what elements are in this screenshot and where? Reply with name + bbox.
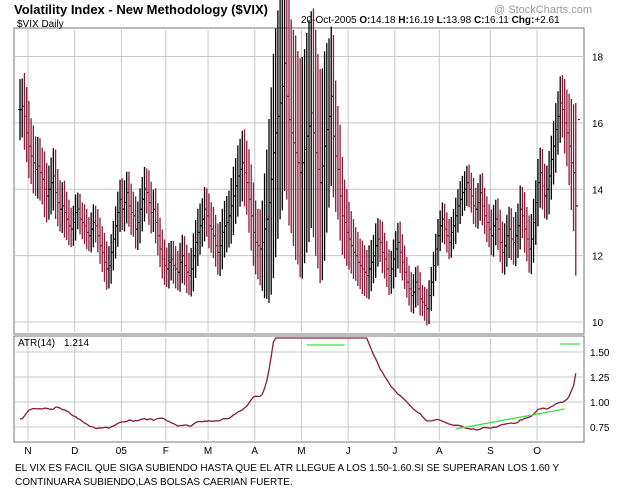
- price-bar: [576, 119, 580, 207]
- atr-line: [19, 337, 577, 431]
- month-tick-label: F: [163, 446, 169, 457]
- quote-date: 20-Oct-2005: [301, 15, 357, 26]
- atr-tick-label: 1.50: [590, 348, 610, 359]
- low-value: 13.98: [446, 15, 472, 26]
- atr-tick-label: 1.00: [590, 398, 610, 409]
- atr-tick-label: 0.75: [590, 423, 610, 434]
- month-tick-label: J: [346, 446, 351, 457]
- price-panel: [13, 27, 585, 335]
- watermark: @ StockCharts.com: [494, 4, 592, 16]
- quote-bar: 20-Oct-2005 O:14.18 H:16.19 L:13.98 C:16…: [301, 15, 560, 26]
- low-label: L:: [436, 15, 447, 26]
- change-label: Chg:: [511, 15, 535, 26]
- price-tick-label: 14: [592, 185, 604, 196]
- green-trendline: [455, 408, 565, 430]
- open-label: O:: [359, 15, 371, 26]
- atr-label: ATR(14): [18, 338, 55, 349]
- price-tick-label: 18: [592, 53, 604, 64]
- month-tick-label: J: [392, 446, 397, 457]
- high-label: H:: [398, 15, 409, 26]
- price-tick-label: 12: [592, 252, 604, 263]
- month-tick-label: D: [71, 446, 78, 457]
- atr-tick-label: 1.25: [590, 373, 610, 384]
- high-value: 16.19: [408, 15, 434, 26]
- month-tick-label: O: [533, 446, 541, 457]
- month-tick-label: A: [251, 446, 258, 457]
- month-tick-label: 05: [116, 446, 128, 457]
- atr-panel: [13, 335, 585, 443]
- open-value: 14.18: [370, 15, 396, 26]
- month-tick-label: A: [436, 446, 443, 457]
- caption-note: EL VIX ES FACIL QUE SIGA SUBIENDO HASTA …: [15, 463, 559, 488]
- atr-value: 1.214: [64, 338, 89, 349]
- price-panel-label: $VIX Daily: [17, 19, 64, 30]
- month-tick-label: N: [24, 446, 31, 457]
- price-tick-label: 16: [592, 119, 604, 130]
- month-tick-label: S: [487, 446, 494, 457]
- change-value: +2.61: [534, 15, 560, 26]
- month-tick-label: M: [297, 446, 305, 457]
- close-value: 16.11: [484, 15, 509, 26]
- close-label: C:: [473, 15, 485, 26]
- price-tick-label: 10: [592, 318, 604, 329]
- chart-title: Volatility Index - New Methodology ($VIX…: [14, 2, 269, 17]
- month-tick-label: M: [204, 446, 212, 457]
